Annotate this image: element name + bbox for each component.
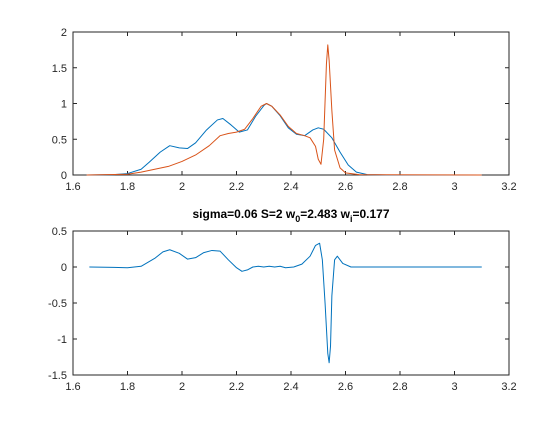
x-tick-label: 2.2 [229, 381, 244, 393]
x-tick-label: 2.4 [283, 181, 298, 193]
y-tick-label: 0.5 [52, 134, 67, 146]
y-tick-label: 2 [61, 27, 67, 39]
x-tick-label: 3.2 [501, 381, 516, 393]
y-tick-label: 0 [61, 170, 67, 182]
y-tick-label: 1.5 [52, 63, 67, 75]
plot-1-series-2-line [86, 44, 482, 176]
y-tick-label: 0.5 [52, 226, 67, 238]
x-tick-label: 2.8 [392, 381, 407, 393]
title-text: sigma=0.06 S=2 w [192, 207, 295, 221]
y-tick-label: -1.5 [48, 370, 67, 382]
y-tick-label: 1 [61, 99, 67, 111]
title-text: =0.177 [352, 207, 389, 221]
plot-1-axes-box [72, 31, 510, 176]
x-tick-label: 3 [451, 181, 457, 193]
x-tick-label: 2 [179, 181, 185, 193]
y-tick-label: -1 [57, 334, 67, 346]
x-tick-label: 2 [179, 381, 185, 393]
title-subscript: 0 [295, 214, 300, 224]
x-tick-label: 1.8 [120, 181, 135, 193]
x-tick-label: 2.4 [283, 381, 298, 393]
plot-1-series-1-line [86, 103, 482, 176]
x-tick-label: 1.6 [65, 381, 80, 393]
plot-2-title: sigma=0.06 S=2 w0=2.483 wi=0.177 [192, 207, 389, 224]
x-tick-label: 3.2 [501, 181, 516, 193]
x-tick-label: 3 [451, 381, 457, 393]
plot-2: 1.6 1.8 2 2.2 2.4 2.6 2.8 3 3.2 -1.5 -1 -0.5 0 0.5 sig… [48, 207, 517, 393]
x-tick-label: 2.2 [229, 181, 244, 193]
x-tick-label: 1.6 [65, 181, 80, 193]
y-tick-label: -0.5 [48, 298, 67, 310]
plot-1: 1.6 1.8 2 2.2 2.4 2.6 2.8 3 3.2 0 0.5 1 1.5 2 [52, 27, 517, 193]
plot-2-series-1-line [89, 242, 482, 364]
y-tick-label: 0 [61, 262, 67, 274]
x-tick-label: 2.8 [392, 181, 407, 193]
plot-2-axes-box [72, 230, 510, 376]
title-text: =2.483 w [300, 207, 350, 221]
title-subscript: i [350, 214, 353, 224]
x-tick-label: 1.8 [120, 381, 135, 393]
x-tick-label: 2.6 [338, 381, 353, 393]
x-tick-label: 2.6 [338, 181, 353, 193]
